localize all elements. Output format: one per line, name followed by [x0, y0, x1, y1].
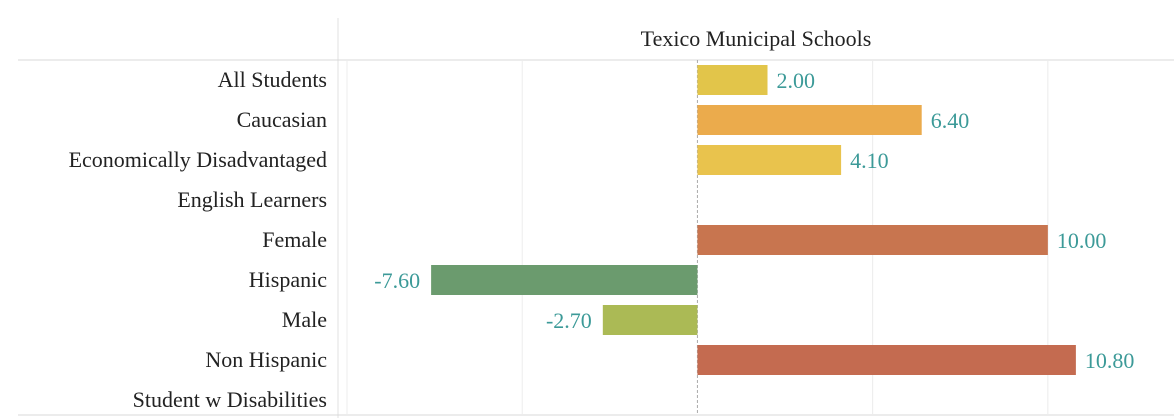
bar: [697, 65, 768, 95]
category-label: Caucasian: [237, 107, 327, 132]
value-label: 6.40: [931, 108, 970, 133]
value-label: -2.70: [546, 308, 592, 333]
bar: [602, 305, 698, 335]
category-label: Economically Disadvantaged: [69, 147, 327, 172]
category-label: Female: [262, 227, 327, 252]
chart-title: Texico Municipal Schools: [641, 26, 872, 51]
bar: [431, 265, 698, 295]
bar: [697, 105, 922, 135]
bar: [697, 345, 1076, 375]
value-label: 10.00: [1057, 228, 1107, 253]
category-label: Hispanic: [249, 267, 327, 292]
value-label: -7.60: [374, 268, 420, 293]
category-label: Non Hispanic: [205, 347, 327, 372]
chart-frame: [18, 18, 1174, 418]
category-label: Student w Disabilities: [133, 387, 327, 412]
value-labels: 2.00 6.40 4.10 10.00 -7.60 -2.70 10.80: [374, 68, 1134, 373]
value-label: 4.10: [850, 148, 889, 173]
category-label: All Students: [218, 67, 327, 92]
category-label: English Learners: [177, 187, 327, 212]
category-label: Male: [282, 307, 327, 332]
value-label: 2.00: [777, 68, 816, 93]
category-labels: All Students Caucasian Economically Disadv…: [69, 67, 328, 412]
bars: [431, 65, 1076, 375]
bar: [697, 145, 842, 175]
value-label: 10.80: [1085, 348, 1135, 373]
bar: [697, 225, 1048, 255]
